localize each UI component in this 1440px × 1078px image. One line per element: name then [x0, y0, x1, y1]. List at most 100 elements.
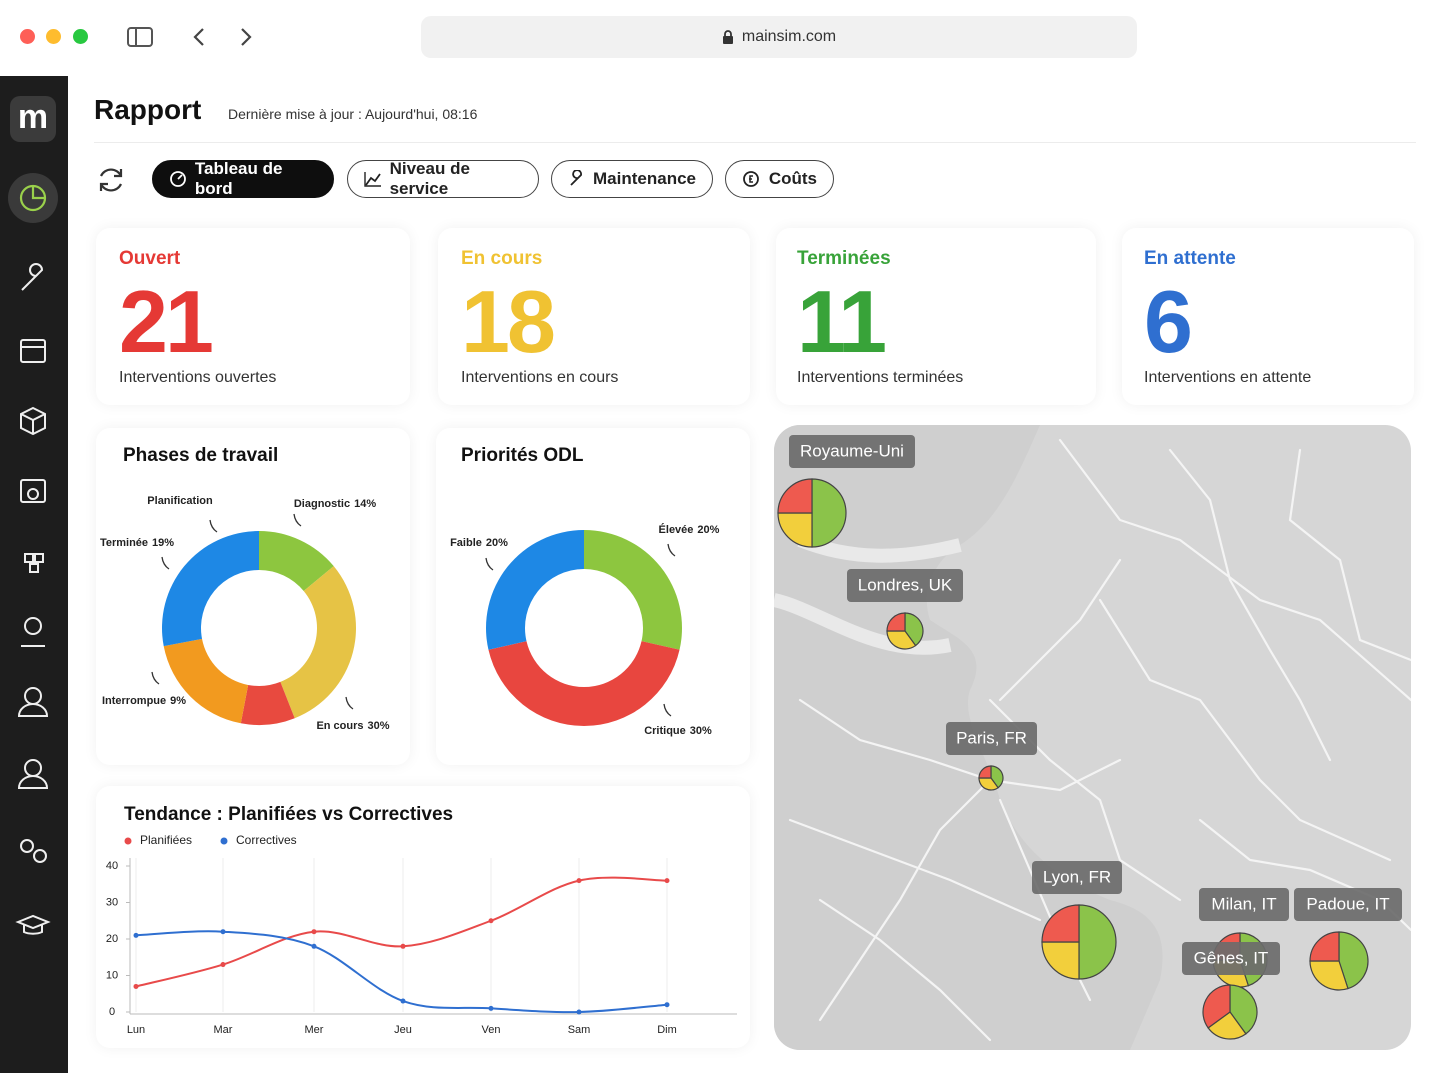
- segment-name: Diagnostic: [294, 498, 350, 510]
- label-arrow: [485, 557, 494, 571]
- y-tick-label: 0: [109, 1006, 115, 1018]
- data-point: [664, 1002, 670, 1008]
- tab[interactable]: Coûts: [725, 160, 834, 198]
- pie-wedge: [904, 612, 924, 647]
- url-bar[interactable]: mainsim.com: [421, 16, 1137, 58]
- lock-icon: [722, 30, 733, 44]
- pie-wedge: [886, 612, 906, 632]
- segment-label: Critique 30%: [644, 725, 712, 737]
- pie-wedge: [1229, 984, 1258, 1035]
- y-tick-label: 30: [106, 896, 118, 908]
- url-text: mainsim.com: [741, 28, 837, 45]
- divider: [94, 142, 1416, 143]
- segment-label: En cours 30%: [316, 720, 389, 732]
- kpi-caption: Interventions ouvertes: [119, 369, 277, 386]
- window-minimize[interactable]: [46, 29, 61, 44]
- segment-label: Planification: [147, 495, 213, 507]
- kpi-value: 18: [461, 272, 556, 371]
- location-name: Padoue, IT: [1306, 894, 1389, 913]
- tab-icon: [170, 171, 186, 187]
- segment-name: Critique: [644, 725, 686, 737]
- x-tick-label: Ven: [482, 1024, 501, 1036]
- x-tick-label: Mar: [214, 1024, 233, 1036]
- tab[interactable]: Maintenance: [551, 160, 713, 198]
- tab-label: Tableau de bord: [194, 159, 283, 198]
- nav-arrows[interactable]: [190, 26, 260, 48]
- x-tick-label: Sam: [568, 1024, 591, 1036]
- donut-segment: [240, 681, 295, 725]
- data-point: [133, 932, 139, 938]
- sidebar-toggle[interactable]: [126, 26, 154, 48]
- kpi-label: En cours: [461, 248, 543, 269]
- legend-swatch: [220, 837, 228, 845]
- data-point: [220, 929, 226, 935]
- kpi-caption: Interventions terminées: [797, 369, 964, 386]
- pie-wedge: [1202, 984, 1231, 1029]
- pie-wedge: [1309, 960, 1349, 991]
- pie-wedge: [886, 630, 917, 650]
- segment-name: Terminée: [100, 537, 148, 549]
- data-point: [311, 943, 317, 949]
- tab[interactable]: Niveau de service: [347, 159, 539, 198]
- segment-label: Terminée 19%: [100, 537, 174, 549]
- kpi-card: Terminées 11 Interventions terminées: [776, 228, 1096, 405]
- location-name: Paris, FR: [956, 728, 1027, 747]
- kpi-card: En cours 18 Interventions en cours: [438, 228, 750, 405]
- label-arrow: [663, 703, 672, 717]
- legend-label: Planifiées: [140, 833, 192, 847]
- pie-wedge: [1338, 931, 1369, 990]
- pie-wedge: [1078, 904, 1117, 980]
- pie-wedge: [777, 512, 813, 548]
- segment-value: 20%: [697, 524, 719, 536]
- tab-icon: [570, 170, 582, 186]
- location-name: Londres, UK: [858, 575, 953, 594]
- location-tag: [789, 435, 915, 468]
- donut-segment: [162, 531, 259, 647]
- legend-swatch: [124, 837, 132, 845]
- label-arrow: [667, 543, 676, 557]
- data-point: [488, 918, 494, 924]
- segment-name: Planification: [147, 495, 213, 507]
- donut-segment: [163, 638, 249, 724]
- window-close[interactable]: [20, 29, 35, 44]
- data-point: [576, 878, 582, 884]
- pie-wedge: [978, 765, 992, 779]
- location-tag: [1294, 888, 1402, 921]
- pie-wedge: [811, 478, 847, 548]
- donut-segment: [486, 530, 584, 650]
- y-tick-label: 20: [106, 933, 118, 945]
- location-name: Milan, IT: [1211, 894, 1276, 913]
- pie-wedge: [777, 478, 813, 514]
- donut-segment: [280, 566, 356, 719]
- map-markers: Royaume-Uni Londres, UK Paris, FR Lyon, FR M…: [777, 435, 1402, 1040]
- y-tick-label: 40: [106, 860, 118, 872]
- kpi-card: En attente 6 Interventions en attente: [1122, 228, 1414, 405]
- chart-title: Priorités ODL: [461, 445, 584, 466]
- label-arrow: [161, 556, 170, 570]
- logo[interactable]: m: [10, 96, 56, 142]
- data-point: [311, 929, 317, 935]
- browser-bar: mainsim.com: [0, 0, 1440, 76]
- donut-segment: [488, 641, 680, 726]
- segment-value: 30%: [368, 720, 390, 732]
- data-point: [488, 1005, 494, 1011]
- segment-value: 20%: [486, 537, 508, 549]
- window-zoom[interactable]: [73, 29, 88, 44]
- tab-icon: [364, 172, 381, 187]
- kpi-value: 11: [797, 272, 887, 371]
- tab-label: Coûts: [768, 169, 817, 188]
- pie-wedge: [1309, 931, 1340, 962]
- refresh-button[interactable]: [95, 164, 127, 196]
- data-point: [400, 943, 406, 949]
- segment-name: Interrompue: [102, 695, 166, 707]
- label-arrow: [293, 513, 302, 527]
- last-updated: Dernière mise à jour : Aujourd'hui, 08:1…: [228, 106, 478, 122]
- tab[interactable]: Tableau de bord: [152, 159, 334, 198]
- segment-value: 9%: [170, 695, 186, 707]
- location-name: Gênes, IT: [1194, 948, 1269, 967]
- pie-wedge: [1041, 941, 1080, 980]
- legend-label: Correctives: [236, 833, 297, 847]
- pie-wedge: [990, 765, 1004, 789]
- kpi-value: 6: [1144, 272, 1193, 371]
